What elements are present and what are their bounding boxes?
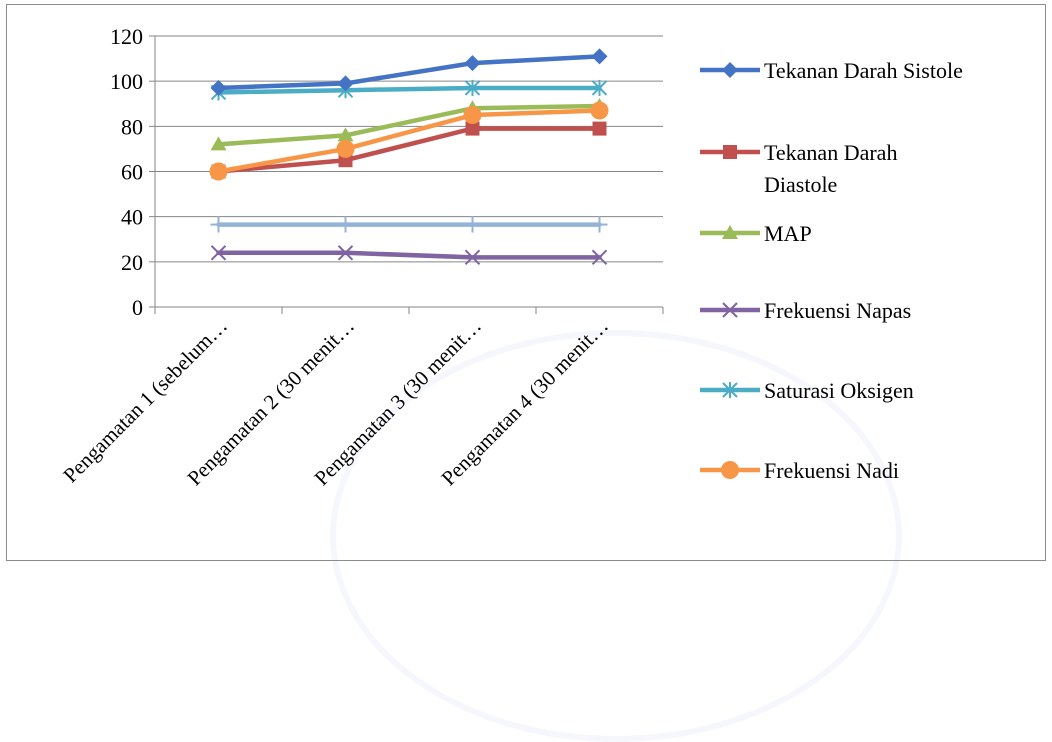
ytick-label-40: 40 xyxy=(121,205,143,230)
series-0-point-3 xyxy=(591,48,608,65)
legend-label-3: Frekuensi Napas xyxy=(764,298,911,323)
series-6-point-3 xyxy=(591,216,608,233)
series-line-4 xyxy=(216,85,602,95)
series-4 xyxy=(210,79,608,101)
legend-item-2: MAP xyxy=(700,221,812,246)
series-line-2 xyxy=(216,103,602,147)
series-3-point-2 xyxy=(464,249,481,266)
series-6-point-0 xyxy=(210,216,227,233)
ytick-label-20: 20 xyxy=(121,250,143,275)
series-1-point-2 xyxy=(465,121,480,136)
series-2-point-1 xyxy=(337,127,354,142)
series-1-point-3 xyxy=(592,121,607,136)
series-line-5 xyxy=(216,108,602,174)
series-lines xyxy=(209,48,609,266)
series-3-point-3 xyxy=(591,249,608,266)
legend-label-4: Saturasi Oksigen xyxy=(764,378,914,403)
series-5 xyxy=(209,101,609,181)
series-line-1 xyxy=(216,126,602,174)
series-5-point-1 xyxy=(336,139,355,158)
series-4-point-2 xyxy=(464,79,481,96)
legend-swatch-marker-4 xyxy=(722,382,738,398)
ytick-label-0: 0 xyxy=(132,295,143,320)
ytick-label-100: 100 xyxy=(110,69,143,94)
series-3-point-0 xyxy=(210,245,227,261)
series-2-point-0 xyxy=(210,136,227,151)
legend-label-5: Frekuensi Nadi xyxy=(764,458,899,483)
legend-item-1: Tekanan Darah Diastole xyxy=(700,140,897,197)
legend-swatch-marker-2 xyxy=(722,225,738,239)
series-0 xyxy=(210,48,608,96)
series-0-point-2 xyxy=(464,55,481,72)
legend-label-1: Tekanan Darah Diastole xyxy=(764,140,897,197)
series-0-point-0 xyxy=(210,79,227,96)
legend-swatch-marker-3 xyxy=(722,302,738,318)
series-4-point-3 xyxy=(591,79,608,96)
ytick-label-120: 120 xyxy=(110,24,143,49)
ytick-label-80: 80 xyxy=(121,114,143,139)
legend-item-4: Saturasi Oksigen xyxy=(700,378,914,403)
legend-swatch-marker-0 xyxy=(722,62,738,78)
series-line-0 xyxy=(216,54,602,91)
series-6 xyxy=(210,216,608,233)
legend-label-0: Tekanan Darah Sistole xyxy=(764,58,963,83)
legend-swatch-marker-5 xyxy=(721,461,739,479)
series-5-point-2 xyxy=(463,106,482,125)
series-6-point-1 xyxy=(337,216,354,233)
series-6-point-2 xyxy=(464,216,481,233)
legend-item-5: Frekuensi Nadi xyxy=(700,458,899,483)
series-5-point-3 xyxy=(590,101,609,120)
legend-item-3: Frekuensi Napas xyxy=(700,298,911,323)
series-line-3 xyxy=(216,250,602,260)
legend-swatch-marker-1 xyxy=(723,145,737,159)
gridlines xyxy=(155,35,663,263)
series-3-point-1 xyxy=(337,245,354,261)
series-5-point-0 xyxy=(209,162,228,181)
legend: Tekanan Darah Sistole Tekanan Darah Diasto… xyxy=(700,58,963,483)
series-3 xyxy=(210,245,608,266)
legend-label-2: MAP xyxy=(764,221,812,246)
series-0-point-1 xyxy=(337,75,354,92)
chart-frame xyxy=(6,4,1046,561)
ytick-label-60: 60 xyxy=(121,160,143,185)
legend-item-0: Tekanan Darah Sistole xyxy=(700,58,963,83)
